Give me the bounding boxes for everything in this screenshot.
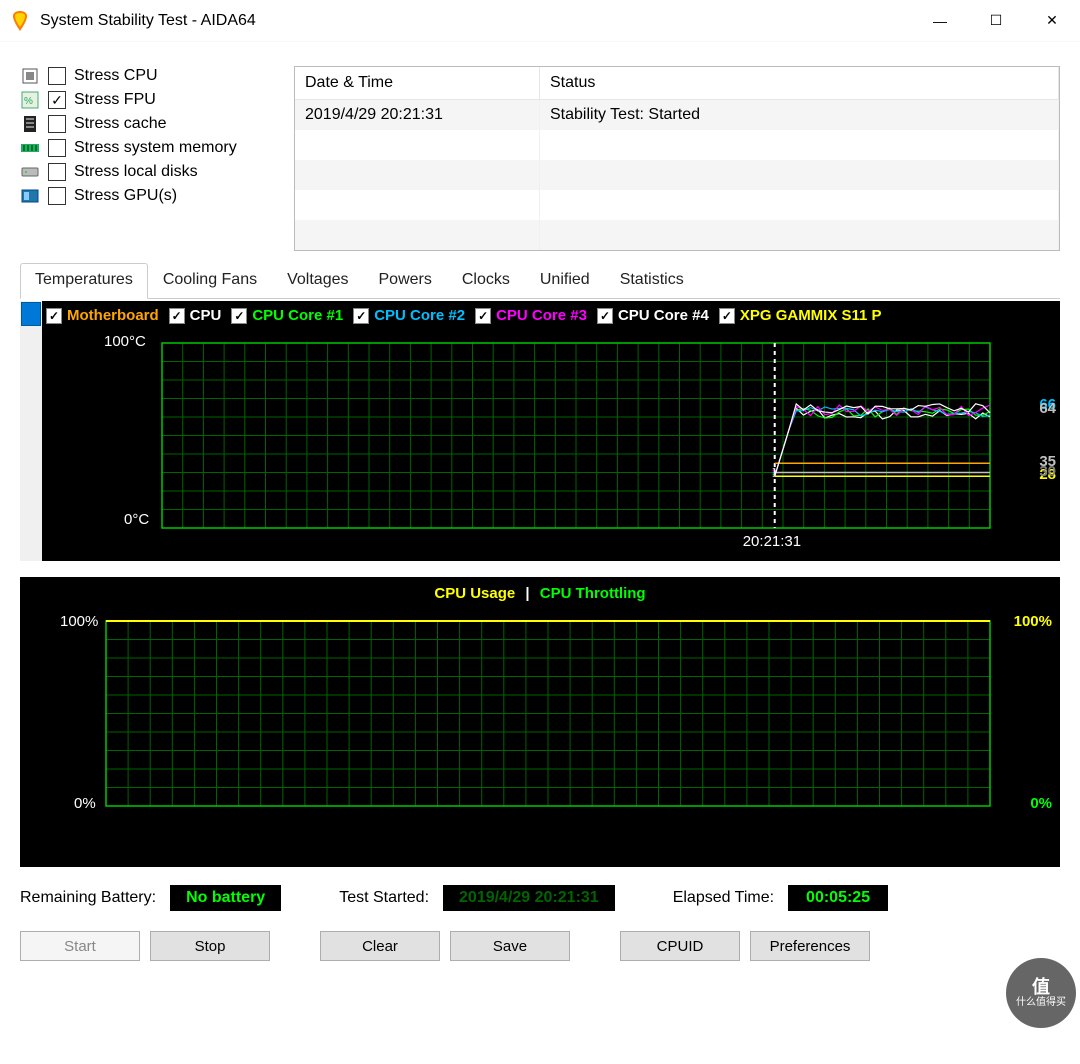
- usage-ymin-left: 0%: [74, 795, 96, 812]
- log-col-status[interactable]: Status: [540, 67, 1059, 99]
- temp-time-marker: 20:21:31: [743, 533, 801, 550]
- cpu-usage-chart: CPU Usage | CPU Throttling 100% 0% 100% …: [20, 577, 1060, 867]
- status-row: Remaining Battery: No battery Test Start…: [20, 885, 1060, 911]
- stress-checkbox[interactable]: [48, 187, 66, 205]
- gpu-icon: [20, 186, 40, 206]
- stress-label: Stress cache: [74, 115, 166, 133]
- series-toggle[interactable]: ✓CPU: [169, 307, 222, 324]
- stress-option-gpu[interactable]: Stress GPU(s): [20, 186, 280, 206]
- temperatures-chart: ✓Motherboard ✓CPU ✓CPU Core #1 ✓CPU Core #2…: [42, 301, 1060, 561]
- tab-powers[interactable]: Powers: [364, 263, 447, 299]
- stress-checkbox[interactable]: [48, 163, 66, 181]
- svg-text:%: %: [24, 96, 33, 107]
- log-row[interactable]: 2019/4/29 20:21:31Stability Test: Starte…: [295, 100, 1059, 130]
- series-toggle[interactable]: ✓XPG GAMMIX S11 P: [719, 307, 882, 324]
- series-toggle[interactable]: ✓Motherboard: [46, 307, 159, 324]
- disk-icon: [20, 162, 40, 182]
- stress-options-list: Stress CPU% ✓ Stress FPU Stress cache St…: [20, 66, 280, 251]
- preferences-button[interactable]: Preferences: [750, 931, 870, 961]
- started-value: 2019/4/29 20:21:31: [443, 885, 615, 911]
- temp-value-label: 64: [1039, 400, 1056, 417]
- stop-button[interactable]: Stop: [150, 931, 270, 961]
- tab-temperatures[interactable]: Temperatures: [20, 263, 148, 299]
- usage-ymax-left: 100%: [60, 613, 98, 630]
- chart-tabs: TemperaturesCooling FansVoltagesPowersCl…: [20, 263, 1060, 299]
- cache-icon: [20, 114, 40, 134]
- temp-ymax-label: 100°C: [104, 333, 146, 350]
- battery-value: No battery: [170, 885, 281, 911]
- stress-checkbox[interactable]: [48, 139, 66, 157]
- clear-button[interactable]: Clear: [320, 931, 440, 961]
- stress-label: Stress system memory: [74, 139, 237, 157]
- app-icon: [10, 11, 30, 31]
- minimize-button[interactable]: —: [912, 0, 968, 41]
- log-row[interactable]: [295, 160, 1059, 190]
- usage-chart-title: CPU Usage | CPU Throttling: [20, 577, 1060, 606]
- window-controls: — ☐ ✕: [912, 0, 1080, 41]
- window-title: System Stability Test - AIDA64: [40, 12, 912, 30]
- stress-label: Stress FPU: [74, 91, 156, 109]
- start-button: Start: [20, 931, 140, 961]
- maximize-button[interactable]: ☐: [968, 0, 1024, 41]
- tab-cooling-fans[interactable]: Cooling Fans: [148, 263, 272, 299]
- event-log-table: Date & Time Status 2019/4/29 20:21:31Sta…: [294, 66, 1060, 251]
- cpuid-button[interactable]: CPUID: [620, 931, 740, 961]
- temp-value-label: 30: [1039, 463, 1056, 480]
- battery-label: Remaining Battery:: [20, 889, 156, 907]
- stress-option-mem[interactable]: Stress system memory: [20, 138, 280, 158]
- series-toggle[interactable]: ✓CPU Core #1: [231, 307, 343, 324]
- tab-statistics[interactable]: Statistics: [605, 263, 699, 299]
- tab-unified[interactable]: Unified: [525, 263, 605, 299]
- stress-option-cache[interactable]: Stress cache: [20, 114, 280, 134]
- log-row[interactable]: [295, 130, 1059, 160]
- log-row[interactable]: [295, 190, 1059, 220]
- stress-checkbox[interactable]: ✓: [48, 91, 66, 109]
- series-toggle[interactable]: ✓CPU Core #3: [475, 307, 587, 324]
- elapsed-label: Elapsed Time:: [673, 889, 774, 907]
- tab-voltages[interactable]: Voltages: [272, 263, 363, 299]
- stress-option-fpu[interactable]: % ✓ Stress FPU: [20, 90, 280, 110]
- cpu-icon: [20, 66, 40, 86]
- usage-ymax-right: 100%: [1014, 613, 1052, 630]
- started-label: Test Started:: [339, 889, 429, 907]
- temp-ymin-label: 0°C: [124, 511, 149, 528]
- button-row: Start Stop Clear Save CPUID Preferences: [20, 931, 1060, 961]
- log-row[interactable]: [295, 220, 1059, 250]
- series-toggle[interactable]: ✓CPU Core #4: [597, 307, 709, 324]
- stress-label: Stress local disks: [74, 163, 198, 181]
- stress-option-disk[interactable]: Stress local disks: [20, 162, 280, 182]
- titlebar: System Stability Test - AIDA64 — ☐ ✕: [0, 0, 1080, 42]
- log-col-datetime[interactable]: Date & Time: [295, 67, 540, 99]
- temperatures-legend: ✓Motherboard ✓CPU ✓CPU Core #1 ✓CPU Core #2…: [42, 301, 1060, 328]
- legend-scrollbar[interactable]: [20, 301, 42, 561]
- stress-option-cpu[interactable]: Stress CPU: [20, 66, 280, 86]
- watermark: 值 什么值得买: [1006, 958, 1076, 1028]
- close-button[interactable]: ✕: [1024, 0, 1080, 41]
- elapsed-value: 00:05:25: [788, 885, 888, 911]
- series-toggle[interactable]: ✓CPU Core #2: [353, 307, 465, 324]
- stress-checkbox[interactable]: [48, 115, 66, 133]
- stress-label: Stress GPU(s): [74, 187, 177, 205]
- save-button[interactable]: Save: [450, 931, 570, 961]
- mem-icon: [20, 138, 40, 158]
- tab-clocks[interactable]: Clocks: [447, 263, 525, 299]
- stress-label: Stress CPU: [74, 67, 158, 85]
- stress-checkbox[interactable]: [48, 67, 66, 85]
- usage-ymin-right: 0%: [1030, 795, 1052, 812]
- fpu-icon: %: [20, 90, 40, 110]
